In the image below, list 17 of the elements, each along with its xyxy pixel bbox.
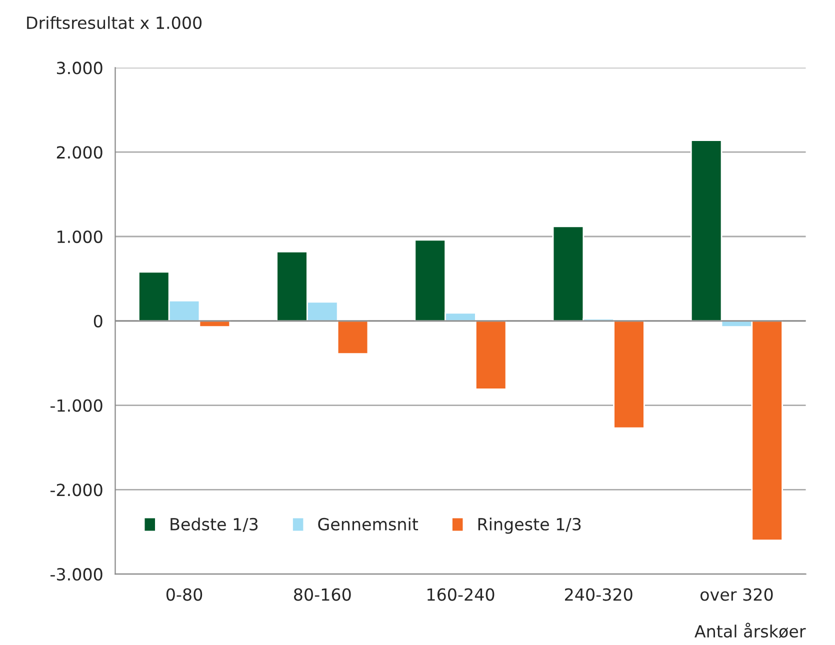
x-tick-label: over 320: [700, 588, 773, 601]
x-axis-title: Antal årskøer: [694, 622, 806, 638]
y-tick-label: -1.000: [50, 399, 102, 412]
y-tick-label: -3.000: [50, 568, 102, 581]
x-tick-label: 80-160: [294, 588, 351, 601]
y-tick-label: 3.000: [56, 62, 102, 74]
legend-label: Bedste 1/3: [170, 518, 258, 532]
x-tick-label: 240-320: [565, 588, 632, 601]
x-tick-label: 160-240: [428, 588, 494, 601]
x-tick-label: 0-80: [166, 588, 202, 601]
legend-label: Gennemsnit: [318, 518, 418, 531]
y-tick-label: -2.000: [50, 484, 102, 496]
y-tick-label: 2.000: [56, 146, 102, 159]
y-axis-title: Driftsresultat x 1.000: [27, 16, 202, 30]
y-tick-label: 0: [94, 314, 102, 328]
y-tick-label: 1.000: [58, 230, 102, 244]
legend-label: Ringeste 1/3: [478, 518, 581, 534]
